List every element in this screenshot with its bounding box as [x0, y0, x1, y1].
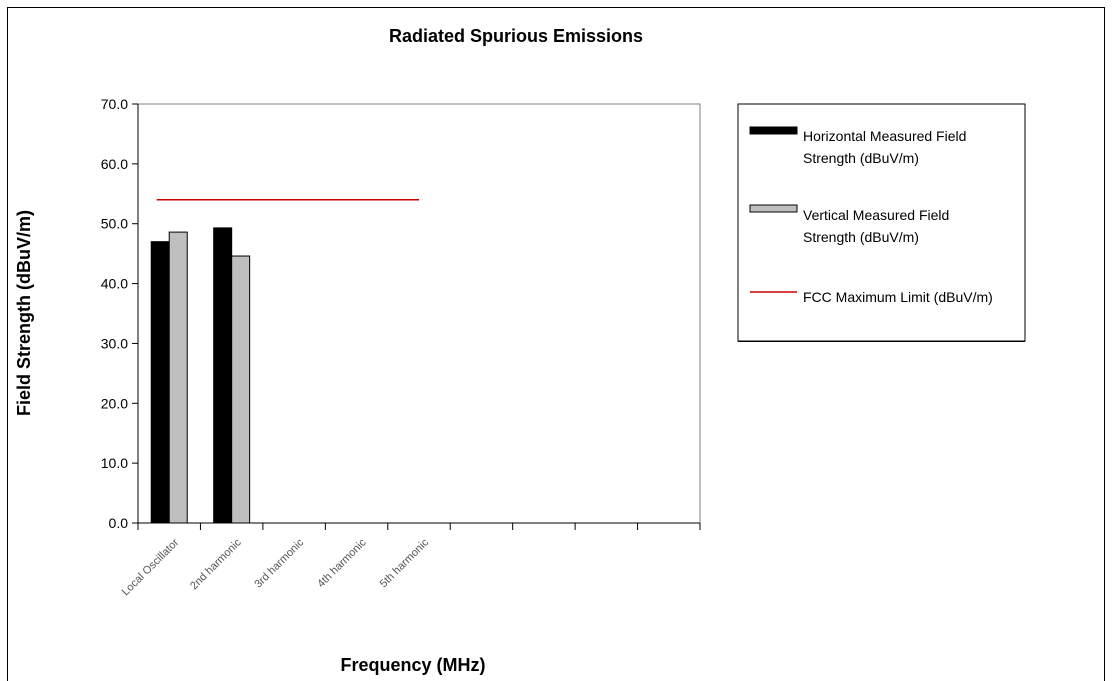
chart-title: Radiated Spurious Emissions — [389, 26, 643, 46]
legend-box — [737, 103, 1026, 342]
y-tick-label: 70.0 — [101, 96, 128, 112]
y-tick-label: 40.0 — [101, 276, 128, 292]
legend-swatch-horizontal — [749, 126, 798, 135]
legend-label-limit: FCC Maximum Limit (dBuV/m) — [803, 289, 993, 305]
legend-label-vertical: Vertical Measured Field Strength (dBuV/m) — [803, 207, 949, 245]
y-tick-label: 0.0 — [109, 515, 129, 531]
bar — [213, 227, 233, 524]
bar — [231, 255, 251, 524]
x-axis-title: Frequency (MHz) — [340, 655, 485, 675]
legend: Horizontal Measured Field Strength (dBuV/… — [749, 126, 993, 305]
y-tick-label: 50.0 — [101, 216, 128, 232]
y-axis: 0.0 10.0 20.0 30.0 40.0 50.0 60.0 70.0 — [101, 96, 139, 531]
bars — [150, 227, 251, 524]
legend-label-horizontal: Horizontal Measured Field Strength (dBuV/… — [803, 128, 966, 166]
y-tick-label: 60.0 — [101, 156, 128, 172]
y-tick-label: 10.0 — [101, 455, 128, 471]
y-tick-label: 20.0 — [101, 395, 128, 411]
legend-swatch-vertical — [749, 204, 798, 213]
bar — [168, 231, 188, 524]
legend-shadow — [738, 341, 1025, 342]
bar — [150, 241, 170, 524]
y-axis-title: Field Strength (dBuV/m) — [14, 210, 34, 416]
y-tick-label: 30.0 — [101, 335, 128, 351]
